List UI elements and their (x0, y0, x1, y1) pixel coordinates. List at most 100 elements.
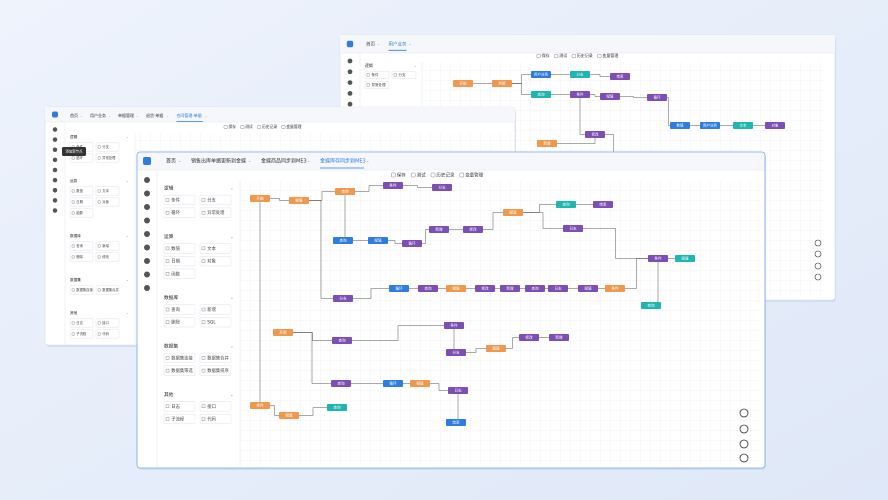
node-item[interactable] (163, 268, 196, 279)
zoom-control[interactable] (814, 273, 822, 281)
tab[interactable]: 单据管理 (118, 112, 134, 118)
rail-icon[interactable] (52, 198, 58, 203)
node-item[interactable] (95, 318, 120, 328)
rail-icon[interactable] (144, 177, 150, 183)
flow-node[interactable] (531, 71, 551, 78)
flow-node[interactable] (429, 226, 449, 233)
flow-node[interactable] (289, 197, 309, 204)
rail-icon[interactable] (144, 244, 150, 251)
node-item[interactable] (69, 329, 94, 339)
node-item[interactable] (364, 70, 390, 80)
rail-icon[interactable] (144, 190, 150, 197)
node-item[interactable] (199, 304, 232, 315)
rail-icon[interactable] (52, 177, 58, 183)
node-item[interactable] (69, 318, 94, 328)
node-item[interactable] (95, 197, 120, 207)
node-item[interactable] (95, 186, 120, 196)
flow-node[interactable] (765, 122, 785, 129)
node-item[interactable] (199, 413, 232, 425)
flow-node[interactable] (446, 285, 466, 292)
flow-node[interactable] (593, 201, 613, 208)
node-item[interactable] (163, 256, 196, 267)
flow-node[interactable] (475, 285, 495, 292)
flow-node[interactable] (500, 285, 520, 292)
flow-node[interactable] (570, 71, 590, 78)
flow-node[interactable] (333, 237, 353, 244)
node-item[interactable] (163, 207, 196, 218)
node-item[interactable] (199, 194, 232, 206)
flow-node[interactable] (537, 140, 557, 147)
flow-node[interactable] (605, 285, 625, 292)
flow-node[interactable] (492, 80, 512, 87)
toolbar-button[interactable]: 测试 (245, 124, 253, 129)
flow-node[interactable] (463, 226, 483, 233)
toolbar-button[interactable]: 保存 (229, 124, 237, 129)
node-item[interactable] (199, 352, 232, 363)
node-item[interactable] (163, 365, 196, 376)
node-item[interactable] (391, 70, 417, 80)
rail-icon[interactable] (52, 137, 58, 142)
tab[interactable]: 首页 (366, 41, 375, 48)
tab[interactable]: 金蝶库存同步到ME3 (320, 158, 366, 165)
flow-node[interactable] (333, 295, 353, 302)
flow-node[interactable] (383, 380, 403, 387)
toolbar-button[interactable]: 历史记录 (262, 124, 277, 129)
flow-node[interactable] (525, 285, 545, 292)
flow-node[interactable] (675, 255, 695, 262)
rail-icon[interactable] (144, 204, 150, 210)
flow-node[interactable] (548, 285, 568, 292)
flow-node[interactable] (556, 201, 576, 208)
flow-node[interactable] (432, 184, 452, 191)
flow-node[interactable] (733, 122, 753, 129)
flow-node[interactable] (250, 195, 270, 202)
flow-node[interactable] (250, 402, 270, 409)
flow-node[interactable] (446, 419, 466, 426)
toolbar-button[interactable]: 测试 (417, 172, 426, 179)
flow-node[interactable] (335, 188, 355, 195)
node-item[interactable] (95, 285, 120, 295)
flow-node[interactable] (641, 302, 661, 309)
flow-node[interactable] (531, 91, 551, 98)
tab[interactable]: 用户业务 (90, 112, 106, 118)
flow-node[interactable] (578, 285, 598, 292)
flow-node[interactable] (332, 337, 352, 344)
flow-node[interactable] (600, 93, 620, 100)
rail-icon[interactable] (52, 127, 58, 132)
toolbar-button[interactable]: 变量管理 (602, 52, 618, 58)
node-item[interactable] (69, 186, 94, 196)
flow-node[interactable] (563, 225, 583, 232)
toolbar-button[interactable]: 变量管理 (465, 172, 483, 179)
node-item[interactable] (69, 285, 94, 295)
node-item[interactable] (69, 208, 94, 218)
tab[interactable]: 销售出库单据更新到金蝶 (191, 158, 246, 165)
rail-icon[interactable] (347, 101, 353, 107)
flow-node[interactable] (700, 122, 720, 129)
toolbar-button[interactable]: 变量管理 (286, 124, 301, 129)
node-item[interactable] (95, 142, 120, 152)
rail-icon[interactable] (52, 147, 58, 153)
flow-node[interactable] (549, 334, 569, 341)
flow-node[interactable] (647, 94, 667, 101)
rail-icon[interactable] (347, 58, 353, 64)
node-item[interactable] (95, 252, 120, 262)
zoom-control[interactable] (814, 262, 822, 270)
node-item[interactable] (163, 401, 196, 412)
flow-node[interactable] (448, 387, 468, 394)
flow-node[interactable] (383, 182, 403, 189)
zoom-control[interactable] (739, 453, 749, 463)
flow-node[interactable] (486, 345, 506, 352)
flow-node[interactable] (570, 91, 590, 98)
flow-node[interactable] (670, 122, 690, 129)
node-item[interactable] (69, 241, 94, 251)
node-item[interactable] (199, 401, 232, 412)
rail-icon[interactable] (144, 231, 150, 237)
node-item[interactable] (69, 197, 94, 207)
flow-node[interactable] (610, 73, 630, 80)
toolbar-button[interactable]: 保存 (542, 52, 550, 58)
flow-node[interactable] (648, 255, 668, 262)
node-item[interactable] (163, 304, 196, 315)
flow-node[interactable] (279, 412, 299, 419)
node-item[interactable] (163, 352, 196, 363)
flow-node[interactable] (503, 209, 523, 216)
rail-icon[interactable] (52, 188, 58, 193)
